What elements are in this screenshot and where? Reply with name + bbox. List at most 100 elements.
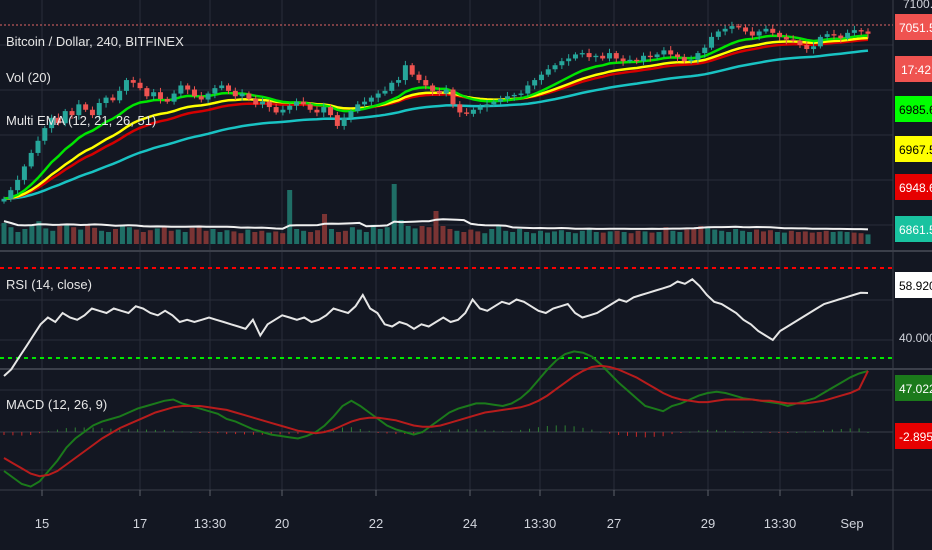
candle[interactable] (559, 57, 565, 70)
candle[interactable] (219, 81, 225, 91)
volume-legend[interactable]: Vol (20) (6, 70, 51, 85)
candle[interactable] (688, 55, 694, 65)
time-axis[interactable]: 15 17 13:30 20 22 24 13:30 27 29 13:30 Sep (35, 490, 864, 531)
candle[interactable] (777, 30, 783, 41)
candle[interactable] (749, 27, 755, 40)
candle[interactable] (450, 87, 456, 109)
candle[interactable] (675, 52, 681, 62)
candle[interactable] (498, 95, 504, 105)
candle[interactable] (368, 95, 374, 106)
candle[interactable] (525, 81, 531, 97)
candle[interactable] (545, 64, 551, 77)
candle[interactable] (606, 48, 612, 62)
candle[interactable] (851, 25, 857, 36)
candle[interactable] (613, 50, 619, 63)
macd-legend[interactable]: MACD (12, 26, 9) (6, 397, 107, 412)
candle[interactable] (76, 100, 82, 120)
candle[interactable] (96, 98, 102, 119)
candle[interactable] (355, 101, 361, 114)
candle[interactable] (362, 97, 368, 108)
candle[interactable] (464, 108, 470, 116)
candle[interactable] (198, 91, 204, 103)
candle[interactable] (743, 24, 749, 35)
candle[interactable] (103, 95, 109, 108)
candle[interactable] (838, 33, 844, 43)
candle[interactable] (647, 51, 653, 62)
candle[interactable] (191, 86, 197, 99)
candle[interactable] (423, 75, 429, 90)
candle[interactable] (287, 103, 293, 114)
candle[interactable] (858, 27, 864, 36)
candle[interactable] (28, 149, 34, 169)
candle[interactable] (491, 99, 497, 107)
candle[interactable] (123, 77, 129, 95)
candle[interactable] (334, 111, 340, 129)
candle[interactable] (1, 196, 7, 204)
candle[interactable] (294, 98, 300, 111)
candle[interactable] (83, 102, 89, 112)
candle[interactable] (538, 71, 544, 85)
rsi-legend[interactable]: RSI (14, close) (6, 277, 92, 292)
candle[interactable] (824, 30, 830, 40)
candle[interactable] (566, 54, 572, 66)
price-axis[interactable]: 7100.0 7051.5 17:42 6985.6 6967.5 6948.6… (895, 0, 932, 242)
candle[interactable] (811, 42, 817, 54)
candle[interactable] (593, 53, 599, 62)
candle[interactable] (552, 63, 558, 73)
candle[interactable] (307, 102, 313, 113)
candle[interactable] (239, 89, 245, 101)
macd-axis[interactable]: 47.0227 -2.8954 (895, 375, 932, 449)
candle[interactable] (756, 29, 762, 41)
candle[interactable] (640, 52, 646, 65)
ema-legend[interactable]: Multi EMA (12, 21, 26, 51) (6, 113, 156, 128)
candle[interactable] (300, 97, 306, 107)
candle[interactable] (178, 81, 184, 98)
candle[interactable] (457, 101, 463, 118)
candle[interactable] (402, 60, 408, 85)
candle[interactable] (715, 29, 721, 40)
candle[interactable] (15, 175, 21, 194)
candle[interactable] (185, 83, 191, 95)
symbol-legend[interactable]: Bitcoin / Dollar, 240, BITFINEX (6, 34, 184, 49)
candle[interactable] (797, 38, 803, 48)
candle[interactable] (205, 91, 211, 104)
candle[interactable] (790, 35, 796, 44)
candle[interactable] (151, 88, 157, 101)
candle[interactable] (314, 106, 320, 117)
candle[interactable] (171, 90, 177, 105)
candle[interactable] (783, 33, 789, 45)
candle[interactable] (144, 86, 150, 100)
candle[interactable] (21, 164, 27, 185)
candle[interactable] (164, 96, 170, 104)
candle[interactable] (831, 29, 837, 40)
candle[interactable] (382, 86, 388, 96)
candle[interactable] (157, 87, 163, 104)
candle[interactable] (436, 87, 442, 96)
candle[interactable] (634, 57, 640, 65)
candle[interactable] (729, 21, 735, 34)
candle[interactable] (226, 83, 232, 94)
candle[interactable] (579, 49, 585, 58)
candle[interactable] (328, 104, 334, 118)
candle[interactable] (341, 113, 347, 130)
candle[interactable] (681, 53, 687, 64)
candle[interactable] (804, 41, 810, 53)
candle[interactable] (389, 80, 395, 94)
candle[interactable] (443, 85, 449, 97)
candle[interactable] (572, 52, 578, 61)
candle[interactable] (709, 32, 715, 50)
candle[interactable] (702, 44, 708, 58)
candle[interactable] (260, 97, 266, 109)
candle[interactable] (817, 34, 823, 49)
candle[interactable] (409, 63, 415, 77)
candle[interactable] (69, 107, 75, 119)
candle[interactable] (661, 47, 667, 58)
candle[interactable] (668, 46, 674, 59)
candle[interactable] (246, 91, 252, 102)
candle[interactable] (430, 83, 436, 96)
candle[interactable] (620, 55, 626, 66)
candle[interactable] (62, 108, 68, 127)
candle[interactable] (42, 125, 48, 145)
